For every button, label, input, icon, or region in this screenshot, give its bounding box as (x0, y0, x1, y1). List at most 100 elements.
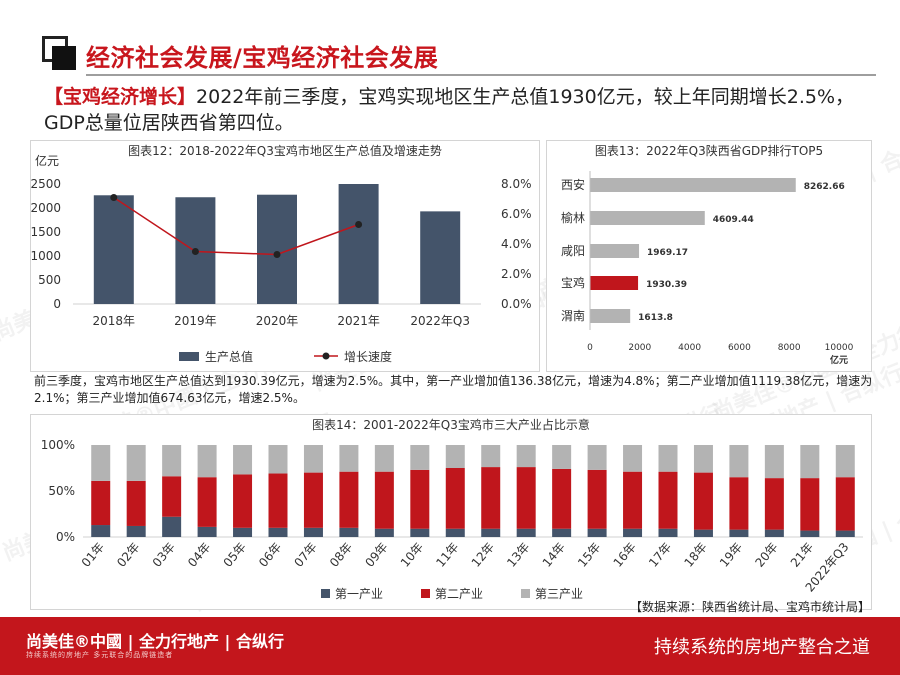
chart-14-bar-segment (197, 526, 217, 537)
intro-text: 2022年前三季度，宝鸡实现地区生产总值1930亿元，较上年同期增长2.5%，G… (44, 86, 854, 134)
chart-13-value-label: 1930.39 (646, 280, 687, 290)
chart-12-y2tick: 6.0% (501, 207, 532, 221)
chart-14-bar-segment (800, 445, 820, 479)
chart-14-bar-segment (339, 527, 359, 537)
chart-14-xtick: 16年 (611, 540, 639, 570)
chart-13-xtick: 8000 (778, 343, 801, 353)
chart-14-xtick: 21年 (788, 540, 816, 570)
chart-12-legend-label: 生产总值 (205, 349, 253, 364)
chart-14-ytick: 0% (56, 530, 75, 544)
chart-14-bar-segment (516, 445, 536, 468)
chart-12-growth-point (110, 194, 118, 201)
chart-12-ytick: 2000 (31, 201, 61, 215)
chart-14-xtick: 13年 (504, 540, 532, 570)
chart-14-bar-segment (126, 480, 146, 526)
chart-12-y2tick: 8.0% (501, 177, 532, 191)
chart-13-bar (590, 244, 640, 258)
chart-14-bar-segment (268, 473, 288, 528)
footer-logo: 尚美佳®中國 | 全力行地产 | 合纵行 (26, 632, 284, 651)
chart-13-xtick: 4000 (678, 343, 701, 353)
chart-14-legend-label: 第一产业 (335, 587, 383, 601)
chart-14-xtick: 09年 (362, 540, 390, 570)
chart-12-growth-point (355, 221, 363, 228)
chart-14-bar-segment (91, 445, 111, 481)
chart-14-bar-segment (800, 478, 820, 531)
chart-12-bar (93, 195, 134, 304)
chart-12-legend-label: 增长速度 (344, 349, 392, 364)
chart-13-xtick: 0 (587, 343, 593, 353)
chart-14-legend-swatch (421, 589, 430, 598)
chart-13-bar (590, 211, 705, 225)
chart-14-bar-segment (162, 445, 182, 477)
chart-14-ytick: 50% (48, 484, 75, 498)
title-logo-icon (42, 36, 76, 70)
chart-14-bar-segment (162, 476, 182, 517)
chart-14-bar-segment (197, 445, 217, 478)
chart-13-unit-label: 亿元 (830, 354, 848, 366)
chart-14-bar-segment (587, 469, 607, 529)
chart-14-title: 图表14：2001-2022年Q3宝鸡市三大产业占比示意 (312, 417, 590, 432)
chart-12-ytick: 1000 (31, 249, 61, 263)
chart-14-bar-segment (729, 529, 749, 537)
title-divider (86, 74, 876, 76)
chart-14-bar-segment (268, 527, 288, 537)
chart-14-bar-segment (374, 445, 394, 472)
chart-13-title: 图表13：2022年Q3陕西省GDP排行TOP5 (595, 143, 823, 158)
chart-14-bar-segment (623, 528, 643, 537)
chart-13-value-label: 4609.44 (713, 215, 754, 225)
intro-tag: 【宝鸡经济增长】 (44, 86, 197, 108)
chart-14-xtick: 06年 (256, 540, 284, 570)
chart-13-value-label: 8262.66 (804, 182, 845, 192)
chart-13-svg: 图表13：2022年Q3陕西省GDP排行TOP5 西安 8262.66 榆林 4609.… (561, 143, 854, 366)
chart-14-bar-segment (481, 445, 501, 468)
chart-14-bar-segment (126, 445, 146, 481)
chart-13-category-label: 咸阳 (561, 244, 585, 258)
chart-14-bar-segment (729, 477, 749, 530)
chart-14-xtick: 17年 (646, 540, 674, 570)
chart-14-bar-segment (374, 471, 394, 529)
chart-12-xtick: 2019年 (174, 314, 217, 328)
footer-bar (0, 617, 900, 675)
chart-14-legend-swatch (321, 589, 330, 598)
chart-14-bar-segment (339, 445, 359, 472)
chart-14-bar-segment (516, 528, 536, 537)
chart-14-xtick: 20年 (752, 540, 780, 570)
chart-14-xtick: 12年 (469, 540, 497, 570)
chart-14-bar-segment (233, 445, 253, 475)
chart-12-panel: 图表12：2018-2022年Q3宝鸡市地区生产总值及增速走势 亿元 0 500 100… (30, 140, 540, 372)
chart-12-bar (338, 184, 379, 304)
chart-14-bar-segment (303, 472, 323, 528)
chart-12-growth-point (191, 248, 199, 255)
chart-14-bar-segment (658, 445, 678, 472)
chart-13-panel: 图表13：2022年Q3陕西省GDP排行TOP5 西安 8262.66 榆林 4609.… (546, 140, 872, 372)
chart-13-category-label: 渭南 (561, 308, 585, 323)
chart-14-bar-segment (445, 468, 465, 529)
chart-14-ytick: 100% (41, 438, 75, 452)
chart-13-xtick: 10000 (825, 343, 854, 353)
chart-12-legend-swatch-dot (322, 352, 330, 360)
chart-14-bar-segment (91, 525, 111, 537)
chart-14-bar-segment (693, 472, 713, 530)
chart-12-xtick: 2021年 (337, 314, 380, 328)
chart-12-ytick: 1500 (31, 225, 61, 239)
chart-14-bar-segment (303, 445, 323, 473)
page-title: 经济社会发展/宝鸡经济社会发展 (86, 44, 439, 72)
chart-14-bar-segment (410, 445, 430, 470)
chart-12-bar (420, 211, 461, 304)
chart-14-bar-segment (587, 528, 607, 537)
chart-12-xtick: 2018年 (93, 314, 136, 328)
chart-13-category-label: 榆林 (561, 210, 585, 225)
chart-14-bar-segment (162, 516, 182, 537)
chart-14-bar-segment (233, 527, 253, 537)
chart-14-bar-segment (552, 528, 572, 537)
chart-13-bar (590, 178, 796, 192)
chart-14-xtick: 04年 (185, 540, 213, 570)
chart-13-xtick: 6000 (728, 343, 751, 353)
data-source: 【数据来源：陕西省统计局、宝鸡市统计局】 (629, 600, 870, 614)
chart-14-bar-segment (410, 528, 430, 537)
chart-14-bar-segment (729, 445, 749, 478)
chart-14-bar-segment (481, 528, 501, 537)
chart-12-y2tick: 0.0% (501, 297, 532, 311)
chart-14-bar-segment (693, 529, 713, 537)
